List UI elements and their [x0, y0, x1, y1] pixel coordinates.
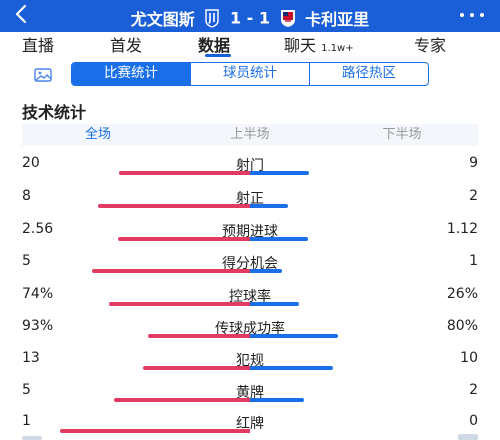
period-selector: 全场 上半场 下半场 [22, 124, 478, 146]
home-value: 74% [22, 286, 54, 302]
stat-row: 5 得分机会 1 [0, 253, 500, 285]
match-title: 尤文图斯 1 - 1 卡利亚里 [0, 6, 500, 30]
image-share-icon[interactable] [34, 67, 52, 83]
home-value: 1 [22, 413, 31, 429]
away-value: 80% [446, 318, 478, 334]
home-bar [98, 204, 250, 208]
away-value: 2 [469, 382, 478, 398]
segment-player-stats[interactable]: 球员统计 [191, 63, 310, 85]
stats-subtabs: 比赛统计 球员统计 路径热区 [0, 58, 500, 94]
home-bar [142, 366, 250, 370]
home-bar [60, 429, 250, 433]
home-value: 5 [22, 253, 31, 269]
away-value: 9 [469, 155, 478, 171]
away-bar [250, 366, 333, 370]
tab-data[interactable]: 数据 [198, 36, 231, 55]
stats-segment-control: 比赛统计 球员统计 路径热区 [71, 62, 429, 86]
away-value: 0 [469, 413, 478, 429]
segment-match-stats[interactable]: 比赛统计 [72, 63, 191, 85]
tab-lineup[interactable]: 首发 [110, 36, 143, 55]
stat-row: 20 射门 9 [0, 155, 500, 187]
period-full[interactable]: 全场 [84, 127, 111, 142]
back-arrow-icon[interactable] [14, 3, 28, 31]
home-value: 2.56 [22, 221, 54, 237]
more-dots-icon[interactable] [458, 2, 486, 31]
stat-label: 传球成功率 [215, 321, 285, 337]
main-nav-tabs: 直播 首发 数据 聊天 1.1w+ 专家 [0, 32, 500, 58]
tab-expert[interactable]: 专家 [414, 36, 447, 55]
home-value: 20 [22, 155, 40, 171]
home-bar [117, 237, 250, 241]
away-bar [250, 334, 338, 338]
away-bar [250, 237, 308, 241]
stat-row: 93% 传球成功率 80% [0, 318, 500, 350]
stat-label: 预期进球 [222, 224, 278, 240]
tab-live[interactable]: 直播 [22, 36, 55, 55]
home-bar [91, 269, 250, 273]
away-value: 2 [469, 188, 478, 204]
home-bar [114, 398, 250, 402]
away-value: 26% [446, 286, 478, 302]
away-bar [250, 398, 305, 402]
stat-label: 得分机会 [222, 256, 278, 272]
stat-label: 黄牌 [236, 385, 264, 401]
home-value: 8 [22, 188, 31, 204]
home-value: 5 [22, 382, 31, 398]
home-bar [109, 302, 250, 306]
home-value: 93% [22, 318, 54, 334]
stat-label: 射正 [236, 191, 264, 207]
bottom-edge-decoration [458, 434, 478, 440]
away-bar [250, 171, 309, 175]
stat-label: 射门 [236, 158, 264, 174]
away-value: 10 [460, 350, 478, 366]
bottom-edge-decoration [22, 436, 42, 440]
segment-heatmap[interactable]: 路径热区 [342, 65, 396, 81]
away-bar [250, 269, 282, 273]
stat-label: 控球率 [229, 289, 271, 305]
stat-row: 8 射正 2 [0, 188, 500, 220]
stat-row: 13 犯规 10 [0, 350, 500, 382]
home-bar [118, 171, 250, 175]
stat-row: 2.56 预期进球 1.12 [0, 221, 500, 253]
stat-row: 74% 控球率 26% [0, 286, 500, 318]
away-value: 1.12 [446, 221, 478, 237]
section-title: 技术统计 [22, 103, 87, 122]
chat-count: 1.1w+ [321, 43, 354, 54]
away-bar [250, 204, 288, 208]
away-team-name: 卡利亚里 [305, 10, 370, 29]
tab-chat[interactable]: 聊天 1.1w+ [284, 32, 354, 56]
away-bar [250, 302, 300, 306]
score: 1 - 1 [229, 8, 271, 28]
home-value: 13 [22, 350, 40, 366]
tab-chat-label: 聊天 [284, 36, 317, 55]
stat-label: 犯规 [236, 353, 264, 369]
away-value: 1 [469, 253, 478, 269]
period-second-half[interactable]: 下半场 [382, 127, 422, 142]
active-tab-indicator [205, 54, 231, 57]
period-first-half[interactable]: 上半场 [230, 127, 270, 142]
juventus-crest-icon [204, 8, 220, 28]
stat-label: 红牌 [236, 416, 264, 432]
top-bar: 尤文图斯 1 - 1 卡利亚里 [0, 0, 500, 32]
stat-row: 1 红牌 0 [0, 413, 500, 440]
stat-row: 5 黄牌 2 [0, 382, 500, 414]
home-team-name: 尤文图斯 [130, 10, 195, 29]
cagliari-crest-icon [280, 9, 296, 28]
home-bar [147, 334, 250, 338]
